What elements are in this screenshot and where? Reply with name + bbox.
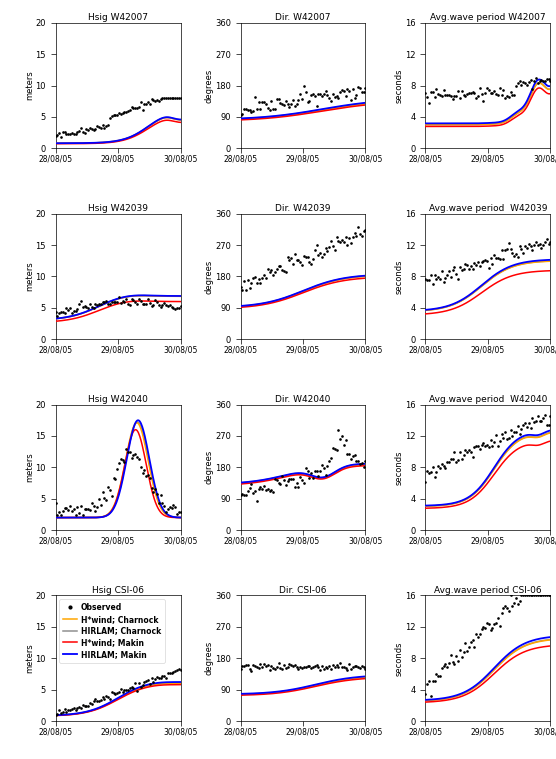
Y-axis label: degrees: degrees: [205, 450, 214, 484]
Legend: Observed, H*wind; Charnock, HIRLAM; Charnock, H*wind; Makin, HIRLAM; Makin: Observed, H*wind; Charnock, HIRLAM; Char…: [59, 600, 165, 663]
Title: Avg.wave period W42007: Avg.wave period W42007: [430, 13, 546, 22]
Y-axis label: seconds: seconds: [395, 641, 404, 676]
Y-axis label: degrees: degrees: [205, 641, 214, 676]
Y-axis label: meters: meters: [25, 644, 34, 673]
Title: Dir. W42007: Dir. W42007: [275, 13, 331, 22]
Title: Dir. CSI-06: Dir. CSI-06: [279, 586, 327, 595]
Y-axis label: meters: meters: [25, 262, 34, 291]
Title: Hsig W42007: Hsig W42007: [88, 13, 148, 22]
Title: Hsig CSI-06: Hsig CSI-06: [92, 586, 144, 595]
Y-axis label: seconds: seconds: [395, 260, 404, 294]
Title: Avg.wave period  W42039: Avg.wave period W42039: [429, 204, 547, 213]
Y-axis label: seconds: seconds: [395, 68, 404, 102]
Y-axis label: seconds: seconds: [395, 450, 404, 484]
Y-axis label: degrees: degrees: [205, 68, 214, 102]
Title: Dir. W42040: Dir. W42040: [275, 395, 331, 404]
Y-axis label: degrees: degrees: [205, 260, 214, 294]
Title: Hsig W42039: Hsig W42039: [88, 204, 148, 213]
Y-axis label: meters: meters: [25, 71, 34, 100]
Y-axis label: meters: meters: [25, 452, 34, 482]
Title: Avg.wave period CSI-06: Avg.wave period CSI-06: [434, 586, 542, 595]
Title: Avg.wave period  W42040: Avg.wave period W42040: [429, 395, 547, 404]
Title: Hsig W42040: Hsig W42040: [88, 395, 148, 404]
Title: Dir. W42039: Dir. W42039: [275, 204, 331, 213]
